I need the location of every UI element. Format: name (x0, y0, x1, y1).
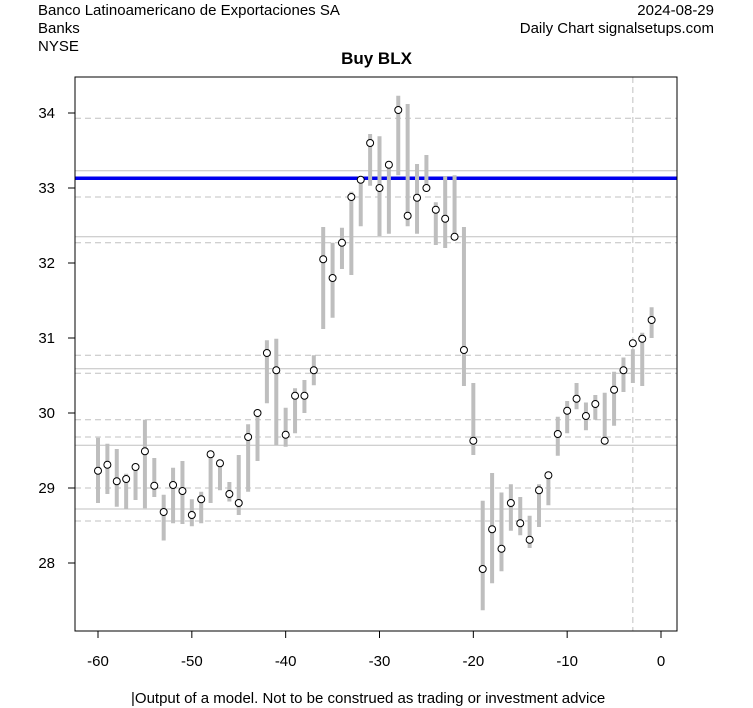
close-point (225, 490, 234, 498)
close-point (647, 316, 656, 324)
close-point (94, 466, 102, 475)
close-point (488, 525, 497, 534)
x-tick-label: -50 (181, 653, 203, 670)
close-point (309, 366, 318, 375)
close-point (159, 508, 168, 516)
x-tick-label: -60 (87, 653, 109, 670)
sector: Banks (38, 20, 80, 37)
close-point (469, 436, 478, 445)
close-point (281, 430, 290, 439)
plot-frame (74, 76, 678, 632)
y-tick-label: 32 (38, 255, 55, 272)
close-point (403, 211, 412, 220)
chart-date: 2024-08-29 (637, 2, 714, 19)
close-point (431, 205, 440, 214)
close-point (600, 436, 609, 445)
close-point (535, 486, 544, 495)
x-tick-label: -20 (462, 653, 484, 670)
close-point (131, 463, 140, 471)
close-point (300, 391, 309, 400)
close-point (638, 334, 647, 343)
close-point (328, 274, 337, 282)
company-name: Banco Latinoamericano de Exportaciones S… (38, 2, 340, 19)
close-point (450, 232, 459, 241)
close-point (506, 499, 515, 507)
chart-title: Buy BLX (341, 49, 412, 68)
y-tick-label: 31 (38, 330, 55, 347)
close-point (591, 400, 600, 408)
close-point (610, 385, 619, 394)
y-tick-label: 28 (38, 555, 55, 572)
close-point (375, 184, 384, 192)
close-point (563, 406, 572, 415)
close-point (319, 255, 328, 264)
close-point (337, 238, 346, 247)
y-tick-label: 30 (38, 405, 55, 422)
close-point (422, 184, 431, 192)
close-point (112, 477, 121, 486)
close-point (619, 366, 628, 375)
close-point (187, 511, 196, 519)
close-point (103, 460, 112, 469)
close-point (262, 349, 271, 357)
close-point (394, 106, 403, 114)
exchange: NYSE (38, 38, 79, 55)
close-point (122, 475, 131, 483)
close-point (628, 339, 637, 348)
close-point (206, 450, 215, 459)
close-point (140, 447, 149, 456)
close-point (366, 139, 375, 147)
x-tick-label: -40 (275, 653, 297, 670)
close-point (497, 544, 506, 553)
disclaimer: |Output of a model. Not to be construed … (131, 690, 606, 707)
close-point (169, 481, 178, 489)
close-point (215, 459, 224, 468)
close-point (347, 193, 356, 201)
close-point (178, 487, 187, 495)
close-point (197, 495, 206, 504)
close-point (553, 430, 562, 438)
y-tick-label: 33 (38, 180, 55, 197)
close-point (384, 160, 393, 169)
close-point (478, 565, 487, 573)
close-point (253, 409, 262, 417)
close-point (234, 499, 243, 507)
close-point (525, 535, 534, 544)
y-tick-label: 34 (38, 105, 55, 122)
x-tick-label: -30 (369, 653, 391, 670)
close-point (459, 346, 468, 354)
close-point (291, 391, 300, 400)
close-point (356, 175, 365, 184)
close-point (572, 394, 581, 403)
x-tick-label: -10 (556, 653, 578, 670)
close-point (413, 193, 422, 202)
close-point (244, 433, 253, 441)
x-tick-label: 0 (657, 653, 665, 670)
close-point (150, 481, 159, 490)
close-point (581, 412, 590, 420)
close-point (272, 366, 281, 375)
close-point (516, 519, 525, 528)
close-point (441, 214, 450, 223)
close-point (544, 471, 553, 480)
y-tick-label: 29 (38, 480, 55, 497)
chart-source: Daily Chart signalsetups.com (519, 20, 714, 37)
